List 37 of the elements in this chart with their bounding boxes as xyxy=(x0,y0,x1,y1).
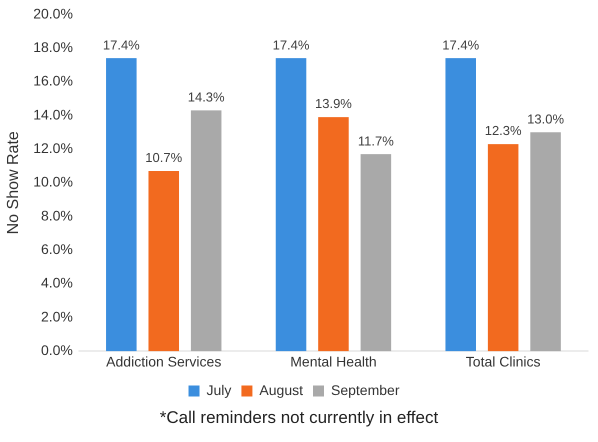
legend-label: July xyxy=(206,382,232,398)
y-tick-label: 10.0% xyxy=(33,174,73,190)
bar xyxy=(445,58,476,352)
data-label: 17.4% xyxy=(272,37,310,52)
data-label: 14.3% xyxy=(188,89,226,104)
data-label: 12.3% xyxy=(484,123,522,138)
y-axis-title: No Show Rate xyxy=(5,131,22,234)
y-tick-label: 14.0% xyxy=(33,106,73,122)
x-tick-label: Total Clinics xyxy=(466,353,540,370)
data-label: 10.7% xyxy=(145,150,183,166)
bar xyxy=(190,110,222,352)
y-tick-label: 4.0% xyxy=(40,274,73,291)
bar xyxy=(318,117,349,352)
bar xyxy=(360,154,392,352)
data-label: 13.0% xyxy=(527,111,564,126)
bar xyxy=(106,58,137,352)
y-tick-label: 16.0% xyxy=(33,72,73,89)
y-tick-label: 8.0% xyxy=(40,207,73,224)
data-label: 13.9% xyxy=(315,96,352,112)
bar xyxy=(530,132,561,352)
data-label: 17.4% xyxy=(442,37,480,52)
text: *Call reminders not currently in effect xyxy=(158,408,440,428)
data-label: 17.4% xyxy=(102,37,140,52)
y-tick-label: 2.0% xyxy=(40,308,73,324)
bar xyxy=(276,58,306,352)
y-tick-label: 6.0% xyxy=(40,241,73,258)
legend-label: September xyxy=(331,382,400,398)
y-tick-label: 20.0% xyxy=(33,5,73,22)
y-tick-label: 0.0% xyxy=(40,342,73,358)
x-tick-label: Mental Health xyxy=(290,353,377,370)
data-label: 11.7% xyxy=(358,133,394,148)
bar xyxy=(488,144,518,352)
bar xyxy=(148,171,180,352)
y-tick-label: 18.0% xyxy=(33,38,73,55)
y-tick-label: 12.0% xyxy=(33,140,73,156)
x-tick-label: Addiction Services xyxy=(106,353,222,370)
legend-label: August xyxy=(259,382,304,398)
